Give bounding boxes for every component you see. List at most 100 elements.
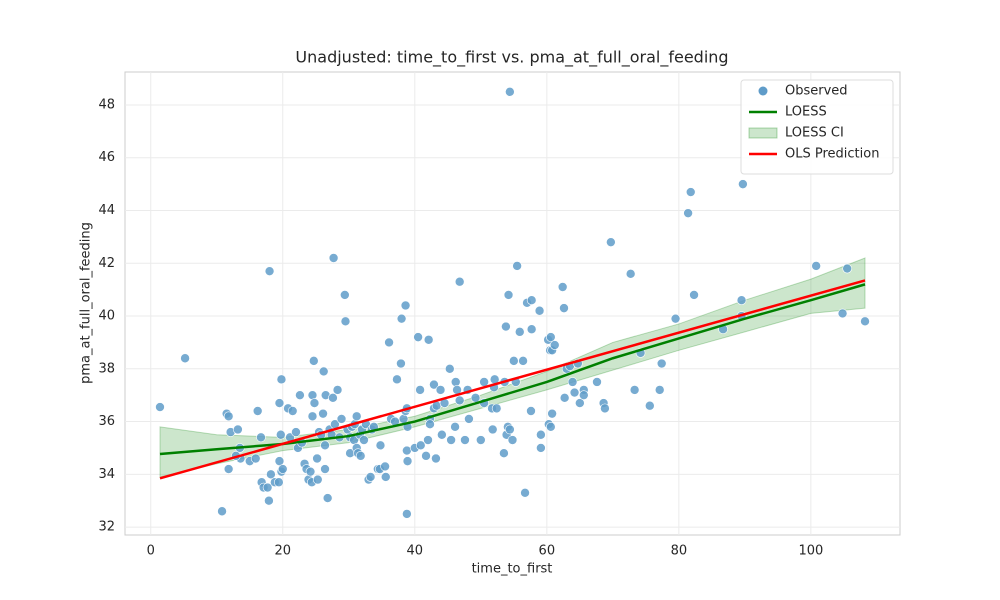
point [318, 408, 328, 419]
legend-label: Observed [785, 84, 848, 99]
point [223, 411, 234, 422]
point [444, 363, 455, 374]
legend-swatch [758, 86, 768, 96]
point [312, 453, 322, 464]
legend-label: LOESS CI [785, 126, 844, 141]
legend-swatch [748, 127, 778, 139]
x-axis-label: time_to_first [472, 562, 553, 577]
point [274, 398, 285, 408]
point [340, 316, 351, 327]
point [307, 411, 318, 422]
point [359, 435, 369, 445]
point [534, 305, 545, 316]
point [837, 308, 848, 319]
y-axis-label: pma_at_full_oral_feeding [79, 222, 94, 384]
point [559, 303, 569, 313]
point [396, 313, 407, 324]
point [402, 509, 412, 519]
point [520, 487, 530, 498]
point [400, 300, 411, 311]
legend-label: LOESS [785, 105, 827, 120]
point [392, 374, 402, 385]
point [450, 377, 461, 387]
point [557, 282, 568, 292]
x-tick-label: 100 [798, 544, 823, 559]
y-tick-label: 40 [98, 309, 115, 324]
point [266, 469, 276, 480]
point [431, 453, 441, 464]
point [396, 358, 406, 369]
point [811, 261, 821, 271]
point [328, 393, 338, 403]
point [629, 385, 640, 395]
point [569, 387, 580, 398]
point [287, 406, 298, 416]
point [505, 424, 515, 435]
point [656, 358, 667, 369]
point [332, 385, 343, 395]
point [328, 253, 339, 263]
chart-title: Unadjusted: time_to_first vs. pma_at_ful… [295, 48, 728, 68]
point [223, 464, 234, 474]
point [380, 461, 390, 472]
x-tick-label: 40 [407, 544, 424, 559]
point [435, 385, 446, 395]
point [264, 266, 275, 276]
point [413, 332, 423, 342]
point [503, 290, 514, 300]
line [159, 283, 866, 456]
point [536, 429, 546, 440]
point [421, 451, 431, 461]
point [625, 269, 636, 279]
line [159, 279, 866, 480]
point [415, 440, 426, 451]
point [567, 377, 578, 387]
point [450, 422, 460, 432]
legend-box [740, 79, 894, 175]
point [351, 411, 362, 422]
point [549, 340, 560, 350]
point [689, 290, 699, 300]
point [336, 414, 347, 424]
point [217, 506, 227, 517]
confidence-band [159, 257, 866, 478]
legend: Observed LOESS LOESS CI OLS Prediction [740, 79, 894, 175]
y-tick-label: 42 [98, 256, 115, 271]
y-tick-label: 32 [98, 520, 115, 535]
point [180, 353, 190, 364]
point [509, 356, 519, 366]
point [415, 385, 425, 395]
point [375, 440, 386, 451]
point [526, 295, 537, 306]
point [308, 356, 319, 366]
point [499, 448, 509, 459]
point [256, 432, 266, 443]
point [307, 390, 318, 400]
point [460, 435, 470, 445]
point [860, 316, 870, 327]
point [264, 495, 274, 506]
y-tick-label: 38 [98, 361, 115, 376]
x-tick-label: 20 [274, 544, 291, 559]
x-tick-label: 0 [147, 544, 155, 559]
point [505, 86, 515, 97]
point [318, 366, 329, 377]
point [545, 332, 556, 342]
point [320, 440, 330, 451]
point [842, 263, 852, 274]
point [402, 456, 413, 466]
point [429, 379, 439, 390]
point [423, 334, 434, 345]
x-tick-label: 60 [539, 544, 556, 559]
point [312, 474, 323, 485]
point [575, 398, 585, 408]
point [423, 435, 433, 445]
point [559, 393, 570, 403]
point [446, 435, 456, 445]
y-tick-label: 36 [98, 414, 115, 429]
point [536, 443, 546, 453]
point [425, 419, 435, 429]
point [606, 237, 616, 247]
point [380, 472, 391, 482]
